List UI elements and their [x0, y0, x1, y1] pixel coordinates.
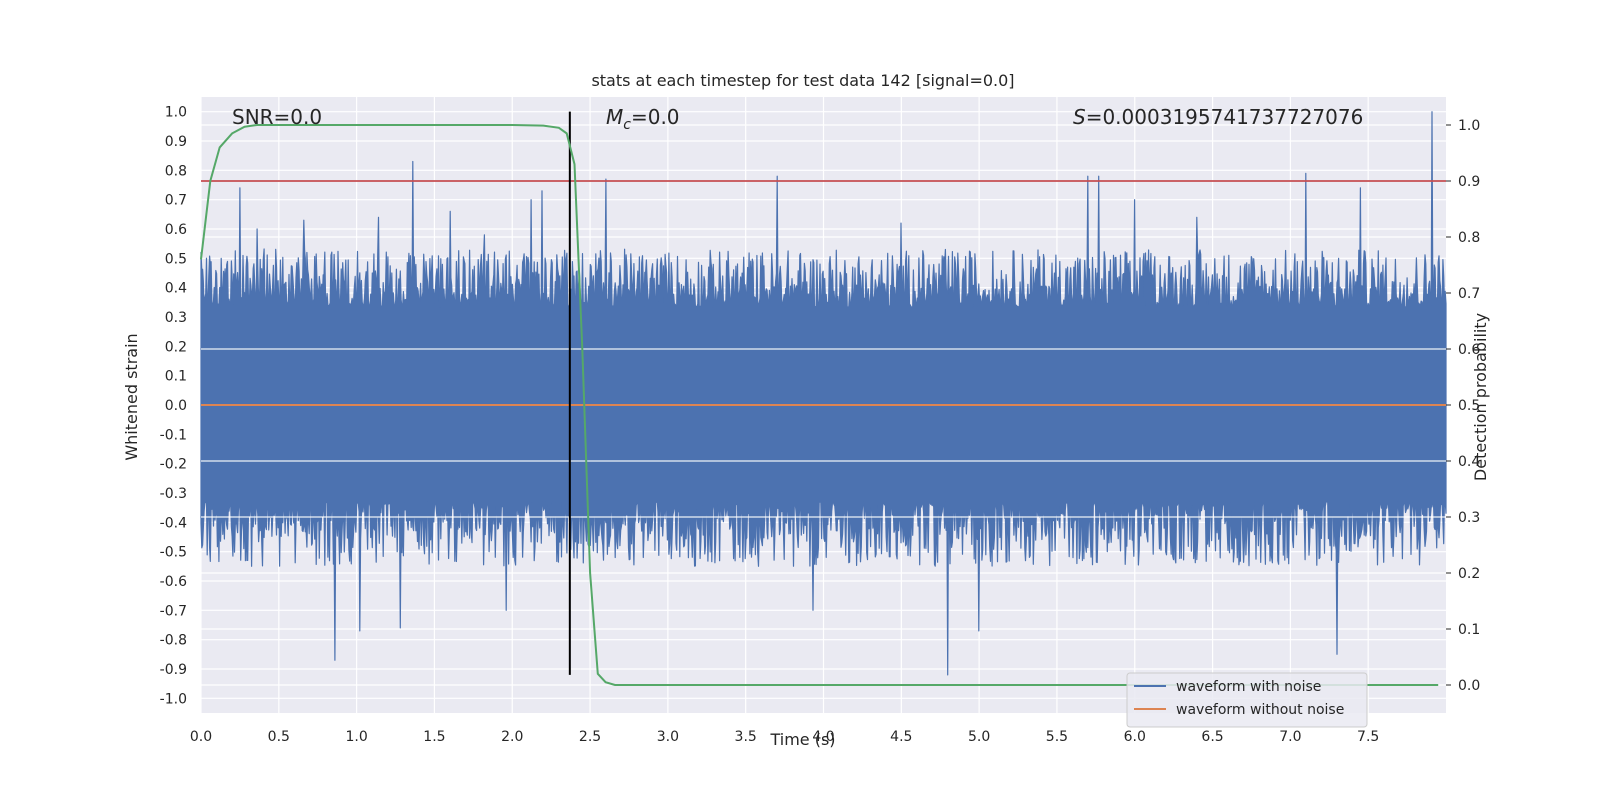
y-tick-label: -0.1: [160, 427, 187, 443]
x-tick-label: 0.5: [268, 729, 290, 745]
y-tick-label: -1.0: [160, 691, 187, 707]
x-axis-ticks: 0.0 0.5 1.0 1.5 2.0 2.5 3.0 3.5 4.0 4.5 5.0 5.5 6.0 6…: [190, 729, 1379, 745]
x-tick-label: 3.5: [735, 729, 757, 745]
y2-axis-ticks: 0.0 0.1 0.2 0.3 0.4 0.5 0.6 0.7 0.8 0.9 1.0: [1446, 118, 1480, 694]
y-tick-label: -0.7: [160, 603, 187, 619]
chirp-mass-symbol: M: [606, 105, 623, 129]
y-tick-label: 0.7: [165, 193, 187, 209]
chirp-mass-subscript: c: [623, 117, 631, 133]
snr-annotation: SNR=0.0: [232, 105, 322, 129]
x-tick-label: 0.0: [190, 729, 212, 745]
y2-tick-label: 0.2: [1458, 566, 1480, 582]
y-tick-label: -0.6: [160, 574, 187, 590]
y2-tick-label: 0.9: [1458, 174, 1480, 190]
x-tick-label: 4.0: [812, 729, 834, 745]
y2-tick-label: 0.1: [1458, 622, 1480, 638]
y2-tick-label: 0.8: [1458, 230, 1480, 246]
legend-label-noise: waveform with noise: [1176, 679, 1321, 695]
legend-box: [1126, 672, 1368, 728]
chart-title: stats at each timestep for test data 142…: [591, 71, 1014, 90]
series-waveform-with-noise: [200, 111, 1447, 676]
x-tick-label: 6.0: [1124, 729, 1146, 745]
s-symbol: S: [1073, 105, 1086, 129]
legend-label-clean: waveform without noise: [1176, 702, 1344, 718]
y2-tick-label: 0.4: [1458, 454, 1480, 470]
y-tick-label: -0.5: [160, 545, 187, 561]
y2-tick-label: 0.3: [1458, 510, 1480, 526]
y-tick-label: 0.8: [165, 163, 187, 179]
y-tick-label: -0.9: [160, 662, 187, 678]
x-tick-label: 5.5: [1046, 729, 1068, 745]
y-axis-ticks: -1.0 -0.9 -0.8 -0.7 -0.6 -0.5 -0.4 -0.3 -0.2 -0.1…: [160, 105, 187, 708]
y2-tick-label: 0.5: [1458, 398, 1480, 414]
series-detection-probability: [200, 124, 1439, 686]
s-annotation: S=0.0003195741737727076: [1073, 105, 1363, 129]
y-axis-label: Whitened strain: [122, 333, 141, 460]
x-tick-label: 2.0: [501, 729, 523, 745]
x-tick-label: 2.5: [579, 729, 601, 745]
y-tick-label: 0.0: [165, 398, 187, 414]
y2-tick-label: 0.7: [1458, 286, 1480, 302]
x-tick-label: 4.5: [890, 729, 912, 745]
y-tick-label: 0.1: [165, 369, 187, 385]
y-tick-label: 0.3: [165, 310, 187, 326]
y-tick-label: 0.9: [165, 134, 187, 150]
x-tick-label: 3.0: [657, 729, 679, 745]
x-tick-label: 5.0: [968, 729, 990, 745]
y-tick-label: 0.6: [165, 222, 187, 238]
x-tick-label: 1.0: [345, 729, 367, 745]
y2-axis-label: Detection probability: [1471, 313, 1490, 481]
chirp-mass-annotation: Mc=0.0: [606, 105, 680, 133]
x-tick-label: 7.5: [1357, 729, 1379, 745]
y2-tick-label: 0.0: [1458, 678, 1480, 694]
y-tick-label: 1.0: [165, 105, 187, 121]
y-tick-label: 0.2: [165, 339, 187, 355]
chirp-mass-value: =0.0: [631, 105, 680, 129]
y-tick-label: 0.4: [165, 281, 187, 297]
x-tick-label: 7.0: [1279, 729, 1301, 745]
x-tick-label: 1.5: [423, 729, 445, 745]
x-axis-label: Time (s): [769, 730, 835, 749]
y-tick-label: -0.3: [160, 486, 187, 502]
y-tick-label: -0.2: [160, 457, 187, 473]
plot-layer: [200, 111, 1447, 686]
y2-tick-label: 1.0: [1458, 118, 1480, 134]
x-tick-label: 6.5: [1201, 729, 1223, 745]
y-tick-label: -0.8: [160, 633, 187, 649]
y2-tick-label: 0.6: [1458, 342, 1480, 358]
legend: waveform with noise waveform without noi…: [1126, 672, 1368, 728]
y-tick-label: -0.4: [160, 515, 187, 531]
y-tick-label: 0.5: [165, 251, 187, 267]
s-value: =0.0003195741737727076: [1086, 105, 1364, 129]
